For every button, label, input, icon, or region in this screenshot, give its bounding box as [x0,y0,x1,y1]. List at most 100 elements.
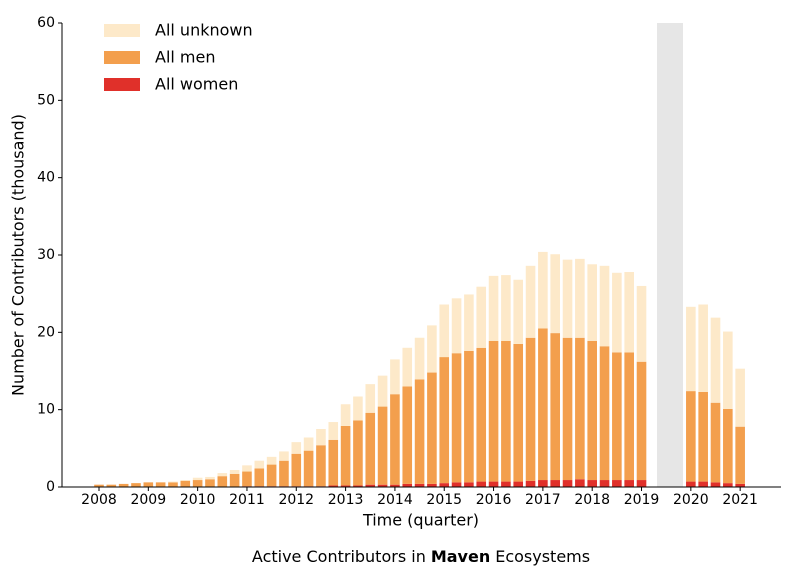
chart-title: Active Contributors in Maven Ecosystems [252,547,590,566]
bar-segment [501,481,511,487]
bar-segment [723,483,733,487]
bar-segment [217,473,228,477]
bar-segment [390,484,400,487]
legend-label: All men [155,48,216,67]
bar-segment [513,343,524,482]
bar-segment [254,460,265,469]
gap-shade [657,23,683,487]
bar-segment [686,481,696,487]
bar-segment [636,361,647,481]
x-tick-label: 2008 [81,492,117,508]
bar-segment [587,480,597,487]
bar-segment [353,485,363,487]
bar-segment [525,480,536,487]
bar-segment [451,298,462,354]
bar-segment [168,481,178,483]
x-tick-label: 2010 [180,492,216,508]
bar-segment [513,279,524,344]
y-tick-label: 50 [37,92,55,108]
y-tick-label: 10 [37,402,55,418]
bar-segment [575,337,585,480]
bar-segment [636,480,647,487]
bar-segment [303,437,314,451]
bar-segment [525,337,536,481]
x-tick-label: 2017 [525,492,561,508]
bar-segment [192,477,203,481]
bar-segment [279,451,289,461]
bar-segment [131,483,141,487]
x-tick-label: 2011 [229,492,265,508]
bar-segment [94,484,104,487]
bar-segment [328,439,339,486]
bar-segment [229,473,240,487]
bar-segment [180,480,191,487]
bar-segment [118,483,129,487]
bar-segment [612,480,622,487]
legend-swatch [104,24,140,37]
bar-segment [612,352,622,481]
bar-segment [328,485,339,487]
legend-swatch [104,78,140,91]
y-axis-label: Number of Contributors (thousand) [9,114,28,396]
x-tick-label: 2015 [426,492,462,508]
bar-segment [525,265,536,338]
bar-segment [723,331,733,409]
x-tick-label: 2013 [328,492,364,508]
bar-segment [488,340,499,482]
bar-segment [192,480,203,487]
bar-segment [266,464,277,487]
bar-segment [291,442,302,454]
bar-segment [710,482,721,487]
bar-segment [377,375,388,407]
plot [94,251,745,487]
bar-segment [340,485,351,487]
bar-segment [205,476,215,480]
bar-segment [501,275,511,341]
bar-segment [575,258,585,338]
x-tick-label: 2016 [476,492,512,508]
bar-segment [599,346,610,481]
bar-segment [562,259,573,338]
bar-segment [340,404,351,426]
bar-segment [624,480,634,487]
bar-segment [587,264,597,341]
bar-segment [316,429,326,446]
bar-segment [698,481,708,487]
bar-segment [735,483,745,487]
bar-segment [488,481,499,487]
bar-segment [229,469,240,474]
bar-segment [377,484,388,487]
bar-segment [242,471,252,487]
x-tick-label: 2014 [377,492,413,508]
bar-segment [735,426,745,484]
bar-segment [180,480,191,481]
bar-segment [698,391,708,482]
x-tick-label: 2019 [624,492,660,508]
bar-segment [365,484,376,487]
title-emphasis: Maven [431,547,490,566]
bar-segment [402,347,413,387]
bar-segment [439,304,450,358]
bar-segment [550,254,561,334]
x-tick-label: 2009 [130,492,166,508]
legend-label: All unknown [155,21,253,40]
x-tick-label: 2012 [278,492,314,508]
x-axis-label: Time (quarter) [362,511,479,530]
bar-segment [723,408,733,484]
bar-segment [353,420,363,486]
x-tick-label: 2018 [574,492,610,508]
bar-segment [476,347,487,482]
x-tick-label: 2021 [722,492,758,508]
bar-segment [624,272,634,353]
bar-segment [538,251,548,329]
bar-segment [538,480,548,487]
bar-segment [390,394,400,485]
bar-segment [427,325,437,373]
bar-segment [414,379,425,484]
y-tick-label: 20 [37,324,55,340]
title-prefix: Active Contributors in [252,547,426,566]
bar-segment [686,306,696,392]
bar-segment [402,386,413,484]
bar-segment [168,482,178,487]
bar-segment [377,406,388,485]
